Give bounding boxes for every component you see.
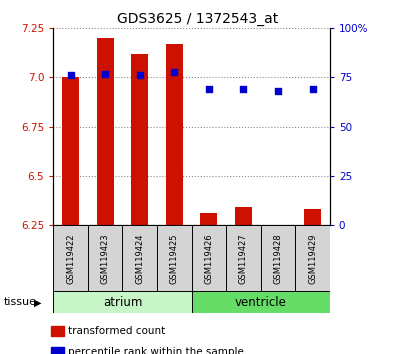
Bar [53, 291, 192, 313]
Point [171, 69, 177, 74]
Point [206, 86, 212, 92]
Text: GSM119428: GSM119428 [273, 233, 282, 284]
Bar [53, 225, 88, 292]
Text: ventricle: ventricle [235, 296, 287, 309]
Bar [226, 225, 261, 292]
Text: atrium: atrium [103, 296, 142, 309]
Bar [192, 291, 330, 313]
Text: tissue: tissue [4, 297, 37, 307]
Text: transformed count: transformed count [68, 326, 165, 336]
Bar [261, 225, 295, 292]
Text: GSM119424: GSM119424 [135, 234, 144, 284]
Text: GSM119427: GSM119427 [239, 233, 248, 284]
Bar [235, 207, 252, 225]
Text: GDS3625 / 1372543_at: GDS3625 / 1372543_at [117, 12, 278, 27]
Text: GSM119423: GSM119423 [101, 233, 110, 284]
Bar [157, 225, 192, 292]
Text: ▶: ▶ [34, 297, 41, 307]
Bar [304, 209, 321, 225]
Point [137, 73, 143, 78]
Bar [122, 225, 157, 292]
Bar [192, 225, 226, 292]
Bar [295, 225, 330, 292]
Bar [62, 78, 79, 225]
Text: GSM119426: GSM119426 [204, 233, 213, 284]
Text: GSM119422: GSM119422 [66, 234, 75, 284]
Text: GSM119425: GSM119425 [170, 234, 179, 284]
Bar [166, 44, 183, 225]
Bar [131, 54, 149, 225]
Point [240, 86, 246, 92]
Text: percentile rank within the sample: percentile rank within the sample [68, 347, 244, 354]
Point [309, 86, 316, 92]
Bar [269, 225, 287, 231]
Text: GSM119429: GSM119429 [308, 234, 317, 284]
Bar [88, 225, 122, 292]
Bar [96, 38, 114, 225]
Bar [200, 213, 218, 225]
Point [275, 88, 281, 94]
Point [102, 71, 108, 76]
Point [68, 73, 74, 78]
